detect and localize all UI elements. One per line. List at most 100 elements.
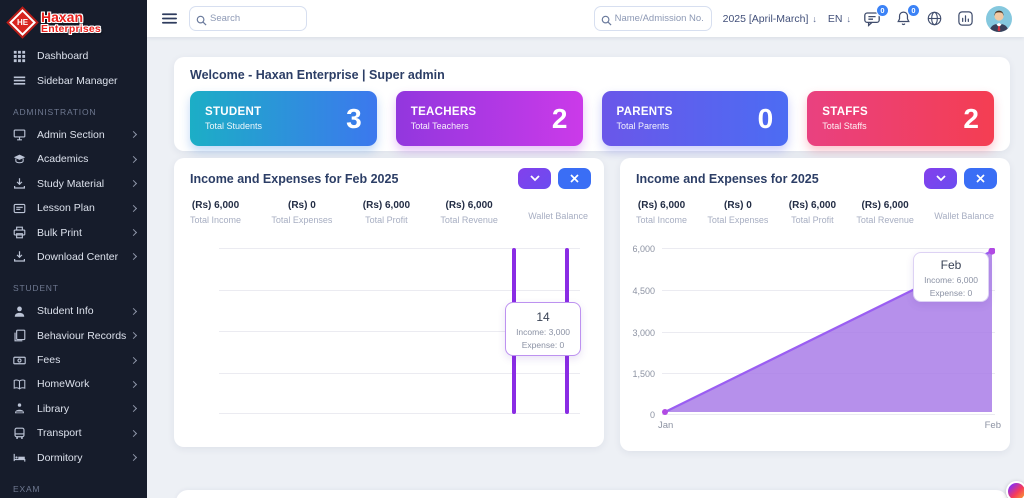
chat-icon [864, 11, 880, 27]
stat-value: 0 [757, 102, 774, 134]
grid-icon [13, 50, 28, 63]
stat-subtitle: Total Parents [616, 121, 670, 131]
sidebar-item-download-center[interactable]: Download Center [0, 245, 147, 269]
brand-monogram-icon: HE [9, 8, 36, 36]
stat-total-expenses: (Rs) 0 Total Expenses [707, 200, 769, 225]
stat-subtitle: Total Staffs [822, 121, 867, 131]
chevron-right-icon [129, 131, 138, 139]
copy-icon [13, 329, 28, 342]
y-axis-tick: 1,500 [632, 369, 655, 380]
chevron-right-icon [129, 155, 138, 163]
user-avatar[interactable] [986, 5, 1012, 32]
brand-name-line1: Haxan [41, 8, 84, 25]
stat-title: TEACHERS [410, 106, 477, 118]
search-input[interactable] [189, 6, 307, 31]
activity-button[interactable] [955, 9, 975, 29]
stat-total-profit: (Rs) 6,000 Total Profit [788, 200, 837, 225]
y-axis-tick: 3,000 [632, 327, 655, 338]
sidebar-item-dormitory[interactable]: Dormitory [0, 445, 147, 469]
stat-card-staffs: STAFFS Total Staffs 2 [807, 91, 994, 146]
chevron-right-icon [129, 429, 138, 437]
sidebar-item-lesson-plan[interactable]: Lesson Plan [0, 196, 147, 220]
activity-icon [957, 11, 973, 26]
sidebar-item-admin-section[interactable]: Admin Section [0, 123, 147, 147]
stat-card-teachers: TEACHERS Total Teachers 2 [395, 91, 583, 146]
main-content: Welcome - Haxan Enterprise | Super admin… [147, 37, 1024, 498]
sidebar-item-student-info[interactable]: Student Info [0, 299, 147, 323]
dropdown-arrow-icon: ↓ [846, 13, 852, 24]
globe-button[interactable] [924, 9, 944, 29]
sidebar-item-academics[interactable]: Academics [0, 147, 147, 171]
y-axis-tick: 4,500 [632, 285, 655, 296]
sidebar-item-fees[interactable]: Fees [0, 348, 147, 372]
sidebar-item-homework[interactable]: HomeWork [0, 372, 147, 396]
welcome-panel: Welcome - Haxan Enterprise | Super admin… [174, 57, 1010, 151]
stat-total-revenue: (Rs) 6,000 Total Revenue [856, 200, 914, 225]
y-axis-tick: 0 [649, 410, 655, 420]
chevron-down-icon [529, 175, 540, 182]
chevron-right-icon [129, 228, 138, 237]
download-icon [13, 250, 28, 263]
stat-total-expenses: (Rs) 0 Total Expenses [271, 200, 333, 225]
search-icon [601, 13, 612, 31]
monitor-icon [13, 128, 28, 141]
admission-search-input[interactable] [593, 6, 712, 31]
session-selector[interactable]: 2025 [April-March] ↓ [722, 12, 817, 25]
sidebar-menu: Dashboard Sidebar Manager ADMINISTRATION… [0, 44, 147, 498]
stat-card-student: STUDENT Total Students 3 [190, 91, 377, 146]
language-selector[interactable]: EN ↓ [827, 12, 852, 25]
user-icon [13, 305, 28, 318]
bell-icon [896, 11, 910, 26]
sidebar-section-administration: ADMINISTRATION [13, 106, 97, 117]
menu-toggle-icon[interactable] [161, 10, 178, 27]
reader-icon [13, 402, 28, 415]
collapse-button[interactable] [518, 168, 551, 189]
stat-value: 2 [551, 102, 568, 134]
brand-logo[interactable]: HE Haxan Enterprises [0, 0, 147, 44]
close-icon [570, 174, 579, 183]
sidebar-item-study-material[interactable]: Study Material [0, 172, 147, 196]
stat-value: 3 [346, 102, 362, 134]
sidebar-item-transport[interactable]: Transport [0, 421, 147, 445]
notifications-button[interactable]: 0 [893, 3, 920, 29]
chart-tooltip: 14 Income: 3,000 Expense: 0 [505, 302, 581, 356]
money-icon [13, 354, 28, 367]
stat-title: PARENTS [616, 106, 673, 118]
wallet-balance-label: Wallet Balance [528, 210, 588, 221]
close-button[interactable] [558, 168, 591, 189]
sidebar-item-library[interactable]: Library [0, 397, 147, 421]
chevron-right-icon [129, 204, 138, 212]
close-button[interactable] [964, 168, 997, 189]
x-axis-tick: Jan [658, 420, 674, 431]
sidebar-section-exam: EXAM [13, 483, 41, 494]
sidebar-item-bulk-print[interactable]: Bulk Print [0, 220, 147, 244]
stat-title: STAFFS [822, 106, 868, 118]
sidebar-section-student: STUDENT [13, 283, 59, 294]
bed-icon [13, 451, 28, 464]
globe-icon [927, 11, 941, 26]
notifications-badge: 0 [907, 3, 920, 17]
sidebar-item-behaviour-records[interactable]: Behaviour Records [0, 324, 147, 348]
stat-subtitle: Total Teachers [410, 121, 469, 131]
sidebar: HE Haxan Enterprises Dashboard Sidebar M… [0, 0, 147, 498]
chevron-right-icon [129, 307, 138, 315]
monthly-chart-title: Income and Expenses for Feb 2025 [190, 171, 399, 186]
download-icon [13, 177, 28, 190]
sidebar-item-sidebar-manager[interactable]: Sidebar Manager [0, 68, 147, 92]
stat-total-profit: (Rs) 6,000 Total Profit [362, 200, 411, 225]
floating-widget-button[interactable] [1006, 481, 1024, 498]
close-icon [976, 174, 985, 183]
stat-title: STUDENT [205, 106, 262, 118]
chevron-right-icon [129, 180, 138, 188]
bus-icon [13, 427, 28, 440]
chevron-right-icon [129, 380, 138, 389]
collapse-button[interactable] [924, 168, 957, 189]
messages-button[interactable]: 0 [862, 3, 889, 29]
x-axis-tick: Feb [984, 420, 1001, 431]
yearly-chart-panel: Income and Expenses for 2025 (Rs) 6,000 … [620, 158, 1010, 451]
monthly-chart-panel: Income and Expenses for Feb 2025 (Rs) 6,… [174, 158, 604, 447]
chevron-right-icon [129, 253, 138, 261]
chart-tooltip: Feb Income: 6,000 Expense: 0 [913, 252, 989, 302]
stat-card-parents: PARENTS Total Parents 0 [601, 91, 789, 146]
sidebar-item-dashboard[interactable]: Dashboard [0, 44, 147, 68]
